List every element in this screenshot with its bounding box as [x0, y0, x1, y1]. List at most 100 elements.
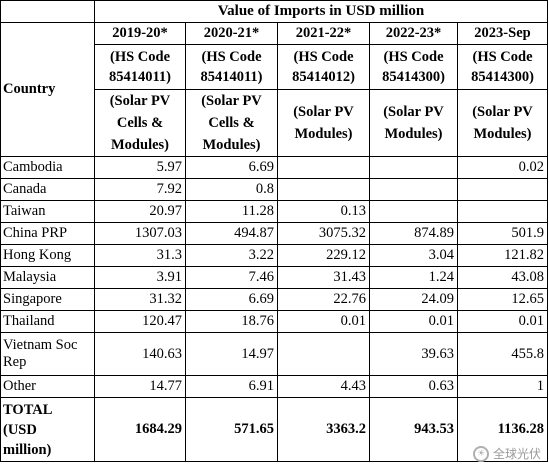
value-cell: 11.28	[185, 200, 278, 223]
watermark-text: 全球光伏	[492, 447, 541, 461]
year-header: 2019-20*	[94, 22, 186, 45]
value-cell: 3.04	[369, 244, 458, 267]
country-cell: Cambodia	[0, 156, 95, 179]
table-row: Other 14.77 6.91 4.43 0.63 1	[0, 375, 548, 398]
value-cell: 455.8	[457, 332, 548, 376]
value-cell	[457, 200, 548, 223]
product-line: (Solar PV	[293, 104, 354, 120]
value-cell: 0.02	[457, 156, 548, 179]
value-cell: 3.91	[94, 266, 186, 289]
value-cell	[369, 156, 458, 179]
value-cell: 24.09	[369, 288, 458, 311]
hs-code-line: (HS Code	[201, 49, 262, 65]
value-cell: 229.12	[277, 244, 370, 267]
year-header: 2022-23*	[369, 22, 458, 45]
value-cell: 22.76	[277, 288, 370, 311]
table-row: Taiwan 20.97 11.28 0.13	[0, 200, 548, 223]
value-cell: 3.22	[185, 244, 278, 267]
total-label-line: million)	[3, 441, 52, 458]
table-row: Thailand 120.47 18.76 0.01 0.01 0.01	[0, 310, 548, 333]
value-cell	[277, 156, 370, 179]
product-line: Cells &	[116, 115, 164, 131]
product-header: (Solar PV Modules)	[369, 89, 458, 157]
value-cell: 39.63	[369, 332, 458, 376]
table-row: Singapore 31.32 6.69 22.76 24.09 12.65	[0, 288, 548, 311]
product-line: Cells &	[208, 115, 255, 131]
hs-code-line: (HS Code	[293, 49, 354, 65]
value-cell	[369, 200, 458, 223]
total-value-cell: 571.65	[185, 397, 278, 462]
table-row: Malaysia 3.91 7.46 31.43 1.24 43.08	[0, 266, 548, 289]
hs-code-line: 85414011)	[200, 69, 263, 85]
hs-code-line: (HS Code	[109, 49, 171, 65]
total-row: TOTAL (USD million) 1684.29 571.65 3363.2 943.…	[0, 397, 548, 462]
product-line: (Solar PV	[472, 104, 533, 120]
hs-code-line: (HS Code	[472, 49, 533, 65]
hs-code-line: 85414300)	[382, 69, 445, 85]
value-cell: 31.3	[94, 244, 186, 267]
value-cell: 0.8	[185, 178, 278, 201]
country-cell: Canada	[0, 178, 95, 201]
hs-code-line: 85414011)	[108, 69, 172, 85]
hs-code-line: (HS Code	[383, 49, 444, 65]
value-cell: 7.46	[185, 266, 278, 289]
product-line: Modules)	[473, 126, 532, 142]
value-cell: 5.97	[94, 156, 186, 179]
value-cell: 7.92	[94, 178, 186, 201]
value-cell: 0.63	[369, 375, 458, 398]
hs-code-line: 85414300)	[471, 69, 534, 85]
table-row: Vietnam Soc Rep 140.63 14.97 39.63 455.8	[0, 332, 548, 376]
total-label-cell: TOTAL (USD million)	[0, 397, 95, 462]
country-cell: Singapore	[0, 288, 95, 311]
product-line: Modules)	[111, 137, 169, 153]
value-cell: 20.97	[94, 200, 186, 223]
table-row: China PRP 1307.03 494.87 3075.32 874.89 501.9	[0, 222, 548, 245]
value-cell: 31.32	[94, 288, 186, 311]
value-cell: 31.43	[277, 266, 370, 289]
product-header: (Solar PV Cells & Modules)	[94, 89, 186, 157]
total-label-line: TOTAL	[3, 401, 53, 418]
hs-code-header: (HS Code 85414300)	[369, 44, 458, 90]
value-cell: 120.47	[94, 310, 186, 333]
value-cell: 0.13	[277, 200, 370, 223]
product-header: (Solar PV Modules)	[457, 89, 548, 157]
value-cell: 0.01	[277, 310, 370, 333]
total-value-cell: 3363.2	[277, 397, 370, 462]
value-cell: 874.89	[369, 222, 458, 245]
country-cell: Vietnam Soc Rep	[0, 332, 95, 376]
total-value-cell: 943.53	[369, 397, 458, 462]
hs-code-line: 85414012)	[292, 69, 355, 85]
watermark: ☀ 全球光伏	[472, 445, 541, 462]
table-title: Value of Imports in USD million	[94, 0, 548, 23]
value-cell: 6.69	[185, 288, 278, 311]
hs-code-header: (HS Code 85414011)	[94, 44, 186, 90]
value-cell: 43.08	[457, 266, 548, 289]
value-cell: 121.82	[457, 244, 548, 267]
table-row: Canada 7.92 0.8	[0, 178, 548, 201]
product-header: (Solar PV Cells & Modules)	[185, 89, 278, 157]
country-cell: China PRP	[0, 222, 95, 245]
value-cell: 14.97	[185, 332, 278, 376]
sun-logo-icon: ☀	[472, 445, 489, 462]
product-line: Modules)	[294, 126, 353, 142]
hs-code-header: (HS Code 85414011)	[185, 44, 278, 90]
header-blank-cell	[0, 0, 95, 23]
value-cell: 140.63	[94, 332, 186, 376]
product-line: (Solar PV	[383, 104, 444, 120]
country-cell: Other	[0, 375, 95, 398]
value-cell: 14.77	[94, 375, 186, 398]
value-cell	[277, 332, 370, 376]
value-cell: 6.69	[185, 156, 278, 179]
value-cell: 1	[457, 375, 548, 398]
product-line: Modules)	[202, 137, 261, 153]
product-line: (Solar PV	[201, 93, 262, 109]
value-cell: 501.9	[457, 222, 548, 245]
country-column-header: Country	[0, 22, 95, 157]
total-value-cell: 1136.28	[457, 397, 548, 462]
hs-code-header: (HS Code 85414012)	[277, 44, 370, 90]
country-cell: Malaysia	[0, 266, 95, 289]
total-label-line: (USD	[3, 421, 37, 438]
value-cell	[369, 178, 458, 201]
value-cell	[277, 178, 370, 201]
value-cell: 6.91	[185, 375, 278, 398]
